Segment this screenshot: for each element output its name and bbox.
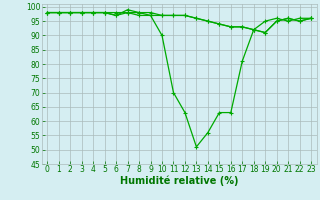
X-axis label: Humidité relative (%): Humidité relative (%) <box>120 176 238 186</box>
